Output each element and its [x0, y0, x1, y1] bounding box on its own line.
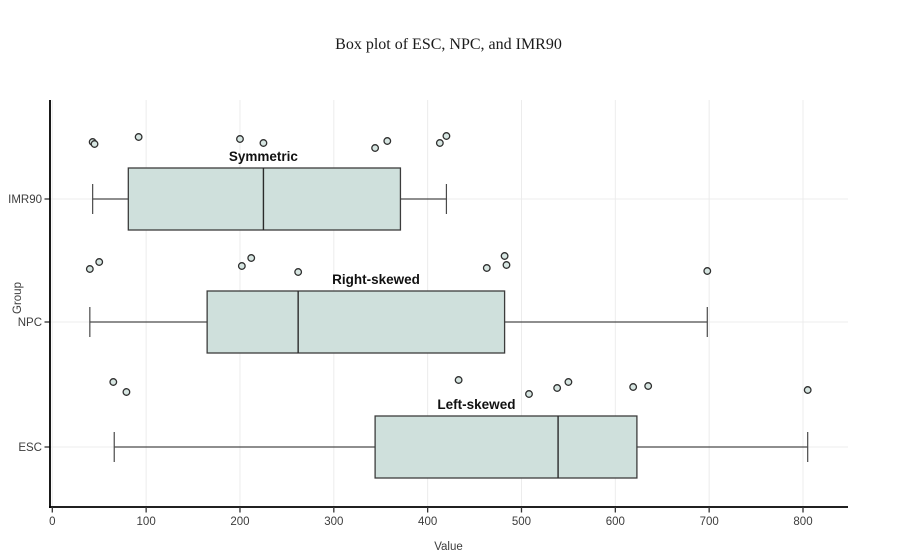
box-esc	[374, 415, 638, 479]
data-point	[482, 264, 491, 272]
x-tick-label-700: 700	[700, 516, 719, 528]
data-point	[259, 139, 268, 147]
data-point	[500, 252, 509, 260]
data-point	[454, 376, 463, 384]
x-tick-label-300: 300	[324, 516, 343, 528]
x-axis-title: Value	[434, 541, 463, 553]
x-tick-label-0: 0	[49, 516, 55, 528]
data-point	[85, 265, 94, 273]
data-point	[90, 140, 99, 148]
data-point	[435, 139, 444, 147]
y-tick-label-npc: NPC	[18, 317, 42, 329]
data-point	[564, 378, 573, 386]
annotation-symmetric: Symmetric	[229, 149, 299, 164]
annotation-left-skewed: Left-skewed	[437, 397, 515, 412]
data-point	[371, 144, 380, 152]
x-tick-label-200: 200	[230, 516, 249, 528]
box-npc	[206, 290, 506, 354]
data-point	[803, 386, 812, 394]
data-point	[95, 258, 104, 266]
data-point	[442, 132, 451, 140]
x-tick-label-800: 800	[793, 516, 812, 528]
data-point	[703, 267, 712, 275]
annotation-right-skewed: Right-skewed	[332, 272, 420, 287]
data-point	[525, 390, 533, 398]
data-point	[294, 268, 303, 276]
box-imr90	[127, 167, 402, 231]
data-point	[644, 382, 653, 390]
data-point	[553, 384, 562, 392]
data-point	[247, 254, 256, 262]
data-point	[237, 262, 246, 270]
x-tick-label-500: 500	[512, 516, 531, 528]
chart-title: Box plot of ESC, NPC, and IMR90	[335, 36, 562, 53]
data-point	[122, 388, 131, 396]
data-point	[109, 378, 118, 386]
x-tick-label-100: 100	[137, 516, 156, 528]
data-point	[134, 133, 143, 141]
x-tick-label-400: 400	[418, 516, 437, 528]
data-point	[383, 137, 392, 145]
y-tick-label-imr90: IMR90	[8, 194, 42, 206]
data-point	[502, 261, 511, 269]
x-tick-label-600: 600	[606, 516, 625, 528]
data-point	[236, 135, 244, 143]
data-point	[629, 383, 638, 391]
y-tick-label-esc: ESC	[18, 442, 42, 454]
